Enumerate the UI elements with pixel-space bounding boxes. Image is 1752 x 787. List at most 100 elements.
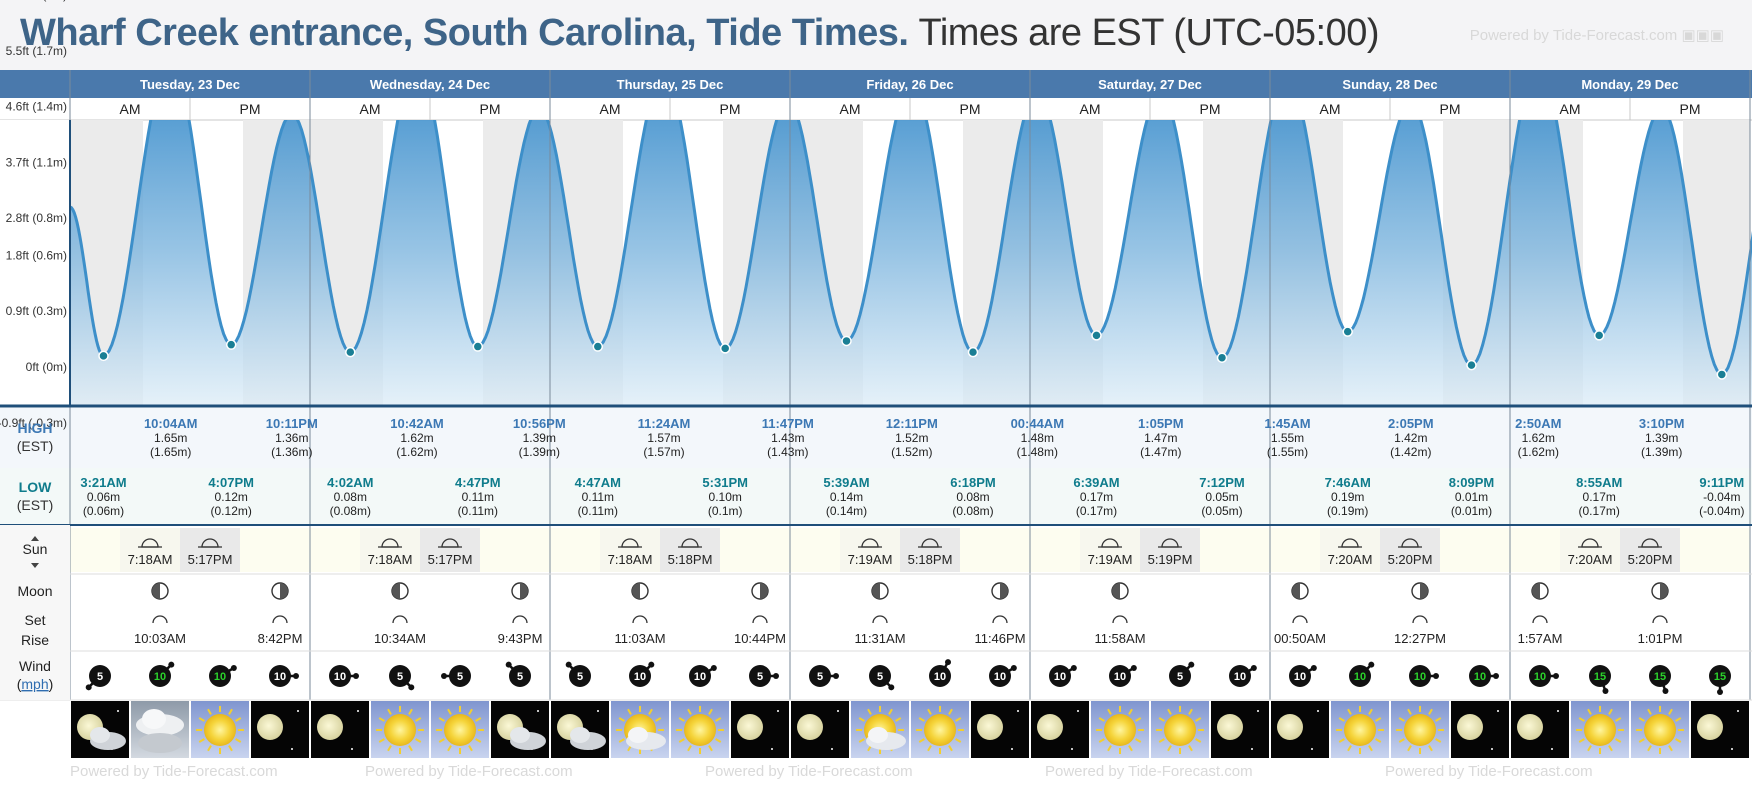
y-tick-label: 0ft (0m) — [26, 360, 67, 374]
sun-ray — [895, 717, 902, 722]
sun-ray — [378, 717, 385, 722]
sunset-cell — [660, 528, 720, 572]
day-label: Tuesday, 23 Dec — [140, 77, 240, 92]
high-tide-height: 1.62m — [400, 431, 433, 445]
low-tide-height: 0.11m — [582, 490, 614, 504]
sun-ray — [447, 708, 452, 715]
y-tick-label: 3.7ft (1.1m) — [6, 155, 67, 169]
powered-by-link[interactable]: Powered by Tide-Forecast.com ▣▣▣ — [1469, 27, 1724, 44]
moonrise-time: 10:44PM — [734, 631, 786, 646]
cloud-icon — [570, 727, 590, 743]
low-tide-height: 0.08m — [334, 490, 367, 504]
wind-arrow-head — [1717, 689, 1723, 695]
y-axis-panel — [0, 120, 70, 405]
low-tide-height-alt: (0.11m) — [578, 504, 618, 518]
sun-ray — [228, 745, 233, 752]
sun-ray — [198, 717, 205, 722]
y-tick-label: -0.9ft (-0.3m) — [0, 416, 67, 430]
sunny-icon — [384, 714, 416, 746]
moon-phase-shade — [392, 583, 400, 599]
high-row-label: HIGH — [18, 420, 53, 436]
watermark-text: Powered by Tide-Forecast.com — [70, 763, 278, 780]
low-tide-height: 0.08m — [956, 490, 989, 504]
pm-label: PM — [720, 101, 741, 117]
high-tide-time: 2:50AM — [1515, 416, 1561, 431]
wind-speed: 10 — [1534, 671, 1546, 683]
sun-ray — [1587, 745, 1592, 752]
moonset-time: 11:31AM — [854, 631, 905, 646]
sunset-time: 5:20PM — [1628, 552, 1673, 567]
sunset-icon — [681, 538, 699, 548]
sunset-time: 5:18PM — [908, 552, 953, 567]
star-icon — [537, 710, 539, 712]
moonset-icon — [1412, 615, 1428, 624]
timezone-note: Times are EST (UTC-05:00) — [918, 12, 1380, 54]
sun-ray — [627, 708, 632, 715]
moonset-time: 11:58AM — [1094, 631, 1145, 646]
high-tide-time: 12:11PM — [886, 416, 938, 431]
am-label: AM — [1080, 101, 1101, 117]
sunrise-icon — [621, 538, 639, 548]
moonset-time: 1:01PM — [1638, 631, 1683, 646]
high-tide-height-alt: (1.57m) — [643, 445, 684, 459]
low-tide-point — [1216, 352, 1228, 363]
sun-ray — [1668, 745, 1673, 752]
watermark-bottom: Powered by Tide-Forecast.com — [1385, 763, 1593, 780]
high-tide-height: 1.65m — [154, 431, 187, 445]
high-tide-height-alt: (1.65m) — [150, 445, 191, 459]
sun-ray — [468, 708, 473, 715]
star-icon — [1017, 710, 1019, 712]
moonset-icon — [1652, 615, 1668, 624]
sun-ray — [1615, 717, 1622, 722]
sunset-icon — [201, 538, 219, 548]
sun-ray — [927, 745, 932, 752]
sun-ray — [1368, 708, 1373, 715]
sun-ray — [618, 738, 625, 743]
sunrise-cell — [1080, 528, 1140, 572]
high-tide-height: 1.43m — [771, 431, 804, 445]
wind-speed: 10 — [994, 671, 1006, 683]
sunny-icon — [924, 714, 956, 746]
low-tide-time: 5:31PM — [702, 475, 748, 490]
sun-row-label: Sun — [23, 541, 48, 557]
wind-arrow-head — [230, 665, 237, 671]
moon-rise-label: Rise — [21, 632, 49, 648]
sun-ray — [1167, 745, 1172, 752]
sunset-icon — [1161, 538, 1179, 548]
low-tide-height: 0.17m — [1583, 490, 1616, 504]
sunrise-time: 7:19AM — [1088, 552, 1133, 567]
wind-arrow-head — [945, 659, 951, 666]
sunrise-time: 7:20AM — [1328, 552, 1373, 567]
wind-unit-wrapper: (mph) — [17, 676, 54, 692]
moonrise-time: 8:42PM — [258, 631, 303, 646]
sun-ray — [708, 708, 713, 715]
moon-phase-shade — [632, 583, 640, 599]
high-tide-height: 1.48m — [1021, 431, 1054, 445]
low-tide-time: 6:39AM — [1073, 475, 1119, 490]
sunrise-icon — [1101, 538, 1119, 548]
sun-ray — [1398, 738, 1405, 743]
wind-speed: 15 — [1714, 671, 1726, 683]
sunset-cell — [1140, 528, 1200, 572]
sun-ray — [1375, 738, 1382, 743]
day-label: Friday, 26 Dec — [866, 77, 953, 92]
moonset-icon — [1112, 615, 1128, 624]
wind-unit-link[interactable]: mph — [21, 676, 48, 692]
wind-arrow-head — [833, 673, 839, 679]
wind-speed: 5 — [397, 671, 403, 683]
day-label: Saturday, 27 Dec — [1098, 77, 1202, 92]
low-tide-height: 0.14m — [830, 490, 863, 504]
sun-ray — [378, 738, 385, 743]
wind-arrow-head — [293, 673, 299, 679]
label-column-bg — [0, 525, 70, 700]
watermark-text: Powered by Tide-Forecast.com — [1045, 763, 1253, 780]
low-tide-height-alt: (0.19m) — [1327, 504, 1368, 518]
pm-label: PM — [480, 101, 501, 117]
sunset-time: 5:18PM — [668, 552, 713, 567]
clear-night-icon — [977, 714, 1003, 740]
high-tide-height-alt: (1.42m) — [1390, 445, 1431, 459]
sun-ray — [235, 717, 242, 722]
wind-speed: 10 — [214, 671, 226, 683]
sun-ray — [1338, 717, 1345, 722]
moon-phase-shade — [152, 583, 160, 599]
